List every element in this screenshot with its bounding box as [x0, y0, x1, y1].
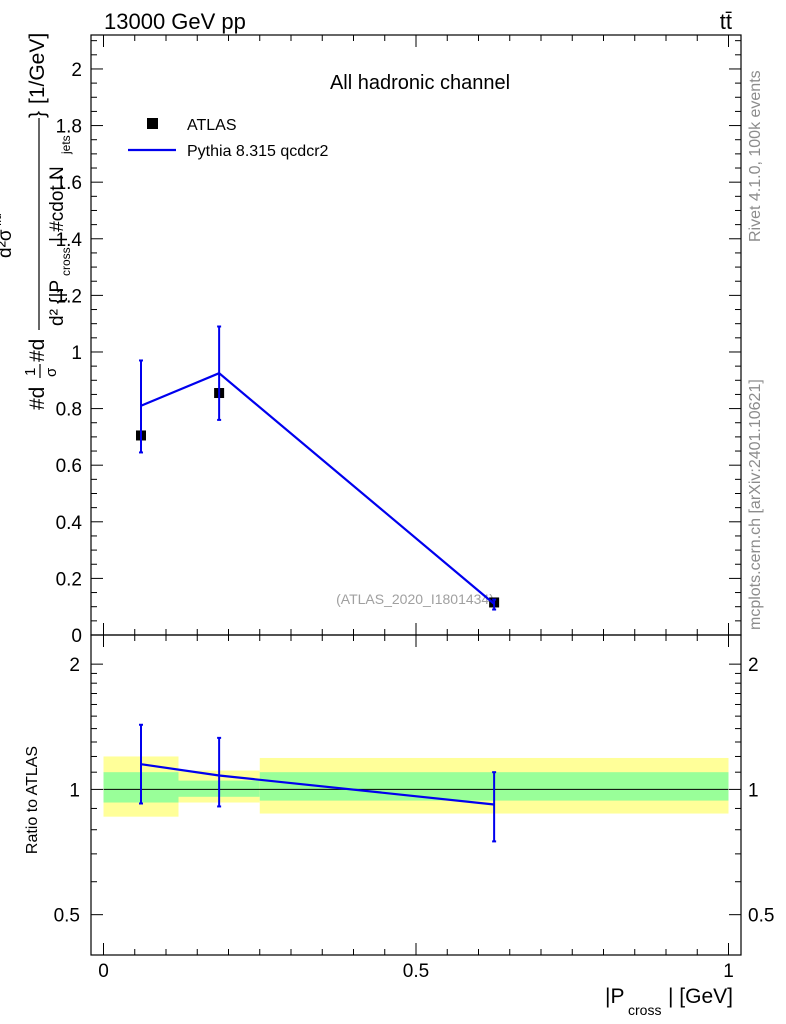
x-tick-label: 1	[723, 961, 734, 982]
main-y-tick-label: 0.8	[56, 400, 82, 421]
ylabel-frac-denominator: σ	[43, 367, 60, 377]
main-y-tick-label: 1.2	[56, 286, 82, 307]
ylabel-units: [1/GeV]	[26, 33, 49, 104]
chart-title: All hadronic channel	[330, 72, 510, 94]
ratio-axis-ticks	[91, 635, 741, 955]
ylabel-big-denominator-post: | #cdot N	[47, 166, 68, 242]
ylabel-big-denominator: d² {|P	[47, 280, 68, 326]
analysis-watermark: (ATLAS_2020_I1801434)	[336, 591, 494, 607]
main-series	[136, 325, 500, 611]
header-energy-label: 13000 GeV pp	[104, 9, 246, 34]
ratio-y-tick-label-left: 2	[69, 655, 80, 676]
ylabel-mid-d: #d	[26, 339, 49, 362]
ratio-y-tick-label-right: 2	[748, 655, 759, 676]
main-y-tick-label: 0.6	[56, 456, 82, 477]
ylabel-big-numerator: d²σ	[0, 229, 16, 258]
ratio-y-axis-label: Ratio to ATLAS	[24, 746, 41, 854]
ratio-y-tick-label-right: 1	[748, 780, 759, 801]
main-y-tick-labels: 0 0.2 0.4 0.6 0.8 1 1.2 1.4 1.6 1.8 2	[56, 60, 83, 647]
main-y-tick-label: 2	[71, 60, 82, 81]
ratio-y-tick-label-right: 0.5	[748, 906, 774, 927]
main-y-tick-label: 1.8	[56, 117, 82, 138]
main-y-tick-label: 1.4	[56, 230, 83, 251]
ylabel-big-numerator-sup: fid	[0, 213, 4, 226]
main-panel: 0 0.2 0.4 0.6 0.8 1 1.2 1.4 1.6 1.8 2 (ATLAS_2020_…	[56, 34, 742, 647]
x-tick-label: 0	[98, 961, 109, 982]
pythia-curve	[140, 371, 495, 605]
main-y-tick-label: 1.6	[56, 173, 82, 194]
main-y-tick-label: 0.4	[56, 513, 83, 534]
main-y-tick-label: 0.2	[56, 569, 82, 590]
ylabel-frac-numerator: 1	[22, 368, 39, 376]
mcplots-label: mcplots.cern.ch [arXiv:2401.10621]	[747, 379, 764, 630]
ratio-uncertainty-bands	[103, 756, 729, 817]
xlabel-sub: cross	[628, 1002, 661, 1018]
ratio-y-tick-label-left: 0.5	[54, 906, 80, 927]
ratio-panel: 0.5 0.5 1 1 2 2 0 0.5 1	[54, 634, 775, 982]
ylabel-big-denominator-sub2: jets	[59, 135, 73, 155]
ylabel-prefix-d: #d	[26, 387, 49, 410]
ratio-series	[139, 723, 497, 843]
main-y-tick-label: 1	[71, 343, 82, 364]
ratio-y-tick-label-left: 1	[69, 780, 80, 801]
ylabel-big-denominator-sub: cross	[59, 247, 73, 276]
main-axis-ticks	[91, 35, 741, 636]
ylabel-close-brace: }	[26, 111, 49, 118]
x-axis-label: |P cross | [GeV]	[605, 985, 733, 1018]
xlabel-main: |P	[605, 985, 624, 1008]
rivet-version-label: Rivet 4.1.0, 100k events	[747, 70, 764, 242]
xlabel-post: | [GeV]	[668, 985, 733, 1008]
legend-atlas-label: ATLAS	[187, 117, 237, 134]
header-process-label: tt̄	[720, 9, 732, 34]
ratio-tick-labels: 0.5 0.5 1 1 2 2 0 0.5 1	[54, 655, 775, 982]
ratio-frame	[90, 634, 742, 956]
legend-atlas-marker	[147, 118, 158, 129]
x-tick-label: 0.5	[403, 961, 429, 982]
legend-pythia-label: Pythia 8.315 qcdcr2	[187, 143, 329, 160]
main-y-tick-label: 0	[71, 626, 82, 647]
main-y-axis-label: #d 1 σ #d d²σ fid d² {|P cross | #cdot N…	[0, 33, 73, 410]
